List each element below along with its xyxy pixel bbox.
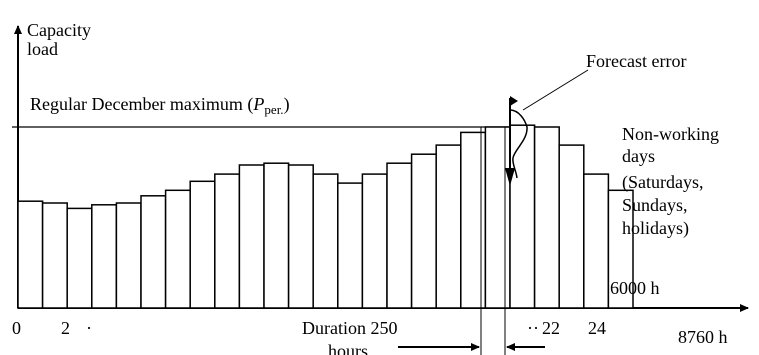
regular-max-label: Regular December maximum (Pper.)	[30, 94, 290, 117]
load-bar-7	[164, 189, 191, 309]
load-bar-18	[435, 144, 462, 309]
nonworking-line3: (Saturdays,	[622, 172, 703, 193]
load-bar-20	[484, 126, 511, 309]
load-bar-5	[115, 202, 142, 309]
load-bar-16	[386, 162, 413, 309]
forecast-error-label: Forecast error	[586, 51, 686, 71]
load-bar-3	[66, 207, 93, 309]
forecast-up-arrowhead	[510, 96, 518, 106]
load-bar-23	[558, 144, 585, 309]
load-bar-6	[140, 195, 167, 309]
tick-2: 2	[61, 318, 70, 338]
load-bar-9	[214, 173, 241, 309]
y-axis-label-line1: Capacity	[27, 20, 91, 40]
forecast-error-indicator	[505, 69, 589, 186]
load-bars	[17, 124, 634, 309]
regular-max-suffix: )	[284, 94, 290, 115]
forecast-down-arrowhead	[505, 168, 515, 186]
forecast-error-curve	[509, 109, 528, 179]
load-bar-2	[41, 202, 68, 309]
nonworking-line4: Sundays,	[622, 195, 688, 215]
load-bar-11	[263, 162, 290, 309]
load-bar-13	[312, 173, 339, 309]
load-bar-1	[17, 200, 44, 309]
regular-max-subscript: per.	[264, 102, 283, 117]
y-axis-label-line2: load	[27, 39, 58, 59]
load-bar-24	[583, 173, 610, 309]
load-bar-25	[607, 189, 634, 309]
tick-0: 0	[12, 318, 21, 338]
load-bar-17	[410, 153, 437, 309]
regular-max-symbol: P	[252, 94, 264, 114]
load-bar-8	[189, 180, 216, 309]
load-bar-14	[337, 182, 364, 309]
label-6000h: 6000 h	[610, 278, 660, 298]
nonworking-line1: Non-working	[622, 124, 719, 144]
tick-24: 24	[588, 318, 606, 338]
load-bar-4	[91, 204, 118, 309]
duration-label-line1: Duration 250	[302, 318, 397, 338]
label-8760h: 8760 h	[678, 327, 728, 347]
nonworking-line2: days	[622, 146, 655, 166]
load-bar-21	[509, 124, 536, 309]
tick-dots: ··	[527, 318, 539, 338]
duration-bracket	[398, 127, 545, 355]
tick-dot: ·	[86, 318, 92, 338]
regular-max-prefix: Regular December maximum (	[30, 94, 253, 115]
forecast-leader-line	[522, 69, 589, 111]
load-bar-12	[287, 164, 314, 309]
load-bar-10	[238, 164, 265, 309]
load-bar-22	[533, 126, 560, 309]
tick-22: 22	[542, 318, 560, 338]
load-bar-15	[361, 173, 388, 309]
load-bar-19	[460, 131, 487, 309]
duration-label-line2: hours	[328, 341, 368, 355]
nonworking-line5: holidays)	[622, 218, 689, 239]
